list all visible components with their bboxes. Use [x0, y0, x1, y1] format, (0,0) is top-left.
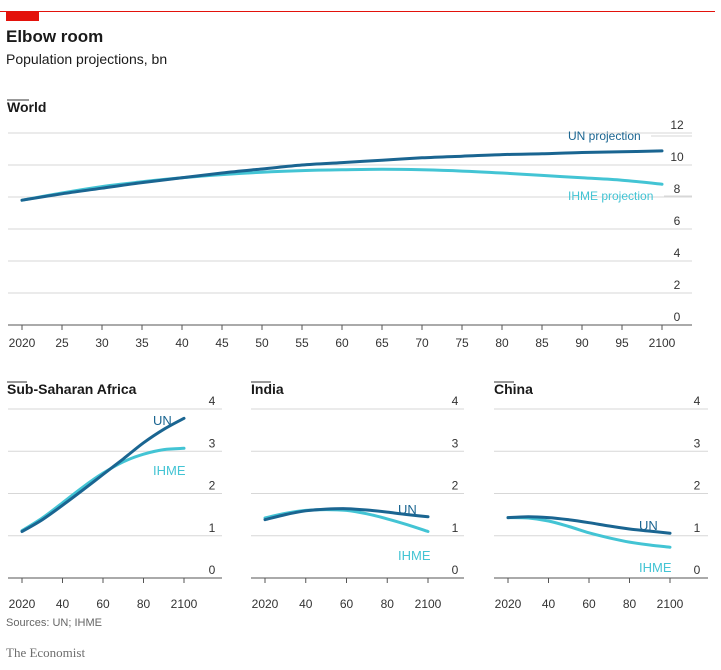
ihme-series-line — [506, 516, 672, 549]
x-tick-label: 65 — [375, 336, 389, 350]
un-series-line — [506, 515, 672, 535]
top-rule — [0, 11, 715, 12]
x-tick-label: 40 — [299, 597, 313, 611]
x-tick-label: 25 — [55, 336, 69, 350]
x-tick-label: 35 — [135, 336, 149, 350]
un-series-label: UN — [639, 518, 658, 533]
x-tick-label: 60 — [582, 597, 596, 611]
ihme-series-label: IHME — [639, 560, 672, 575]
y-tick-label: 4 — [209, 394, 216, 408]
ihme-series-label: IHME — [153, 463, 186, 478]
x-tick-label: 80 — [623, 597, 637, 611]
chart-subtitle: Population projections, bn — [6, 51, 168, 67]
y-tick-label: 2 — [209, 479, 216, 493]
un-series-line — [20, 416, 186, 533]
chart-title: Elbow room — [6, 27, 104, 46]
x-tick-label: 60 — [340, 597, 354, 611]
x-tick-label: 60 — [335, 336, 349, 350]
x-tick-label: 2020 — [9, 597, 36, 611]
y-tick-label: 3 — [452, 436, 459, 450]
x-tick-label: 90 — [575, 336, 589, 350]
x-tick-label: 55 — [295, 336, 309, 350]
un-series-label: UN — [398, 502, 417, 517]
y-tick-label: 0 — [694, 563, 701, 577]
x-tick-label: 40 — [56, 597, 70, 611]
x-tick-label: 80 — [381, 597, 395, 611]
un-series-line — [263, 507, 430, 522]
y-tick-label: 3 — [209, 436, 216, 450]
y-tick-label: 2 — [452, 479, 459, 493]
x-tick-label: 50 — [255, 336, 269, 350]
x-tick-label: 75 — [455, 336, 469, 350]
y-tick-label: 8 — [674, 182, 681, 196]
panel-title: Sub-Saharan Africa — [7, 381, 137, 397]
x-tick-label: 2100 — [649, 336, 676, 350]
un-series-label: UN projection — [568, 129, 641, 143]
y-tick-label: 0 — [209, 563, 216, 577]
y-tick-label: 12 — [670, 118, 684, 132]
panel-title: China — [494, 381, 533, 397]
x-tick-label: 70 — [415, 336, 429, 350]
x-tick-label: 30 — [95, 336, 109, 350]
brand-accent-tab — [6, 11, 39, 21]
panel-title: India — [251, 381, 284, 397]
y-tick-label: 1 — [452, 521, 459, 535]
x-tick-label: 2100 — [415, 597, 442, 611]
x-tick-label: 85 — [535, 336, 549, 350]
un-series-line — [20, 149, 664, 202]
ihme-series-label: IHME projection — [568, 189, 653, 203]
y-tick-label: 0 — [674, 310, 681, 324]
x-tick-label: 80 — [137, 597, 151, 611]
x-tick-label: 40 — [175, 336, 189, 350]
x-tick-label: 2020 — [252, 597, 279, 611]
y-tick-label: 6 — [674, 214, 681, 228]
x-tick-label: 40 — [542, 597, 556, 611]
y-tick-label: 3 — [694, 436, 701, 450]
y-tick-label: 4 — [694, 394, 701, 408]
publisher-logo: The Economist — [6, 645, 86, 660]
x-tick-label: 2020 — [495, 597, 522, 611]
x-tick-label: 60 — [96, 597, 110, 611]
x-tick-label: 2100 — [171, 597, 198, 611]
y-tick-label: 10 — [670, 150, 684, 164]
y-tick-label: 1 — [694, 521, 701, 535]
panel-title: World — [7, 99, 46, 115]
un-series-label: UN — [153, 413, 172, 428]
ihme-series-label: IHME — [398, 548, 431, 563]
x-tick-label: 45 — [215, 336, 229, 350]
y-tick-label: 2 — [694, 479, 701, 493]
source-note: Sources: UN; IHME — [6, 617, 102, 629]
x-tick-label: 2100 — [657, 597, 684, 611]
x-tick-label: 2020 — [9, 336, 36, 350]
x-tick-label: 80 — [495, 336, 509, 350]
y-tick-label: 1 — [209, 521, 216, 535]
y-tick-label: 0 — [452, 563, 459, 577]
y-tick-label: 4 — [452, 394, 459, 408]
y-tick-label: 2 — [674, 278, 681, 292]
x-tick-label: 95 — [615, 336, 629, 350]
y-tick-label: 4 — [674, 246, 681, 260]
